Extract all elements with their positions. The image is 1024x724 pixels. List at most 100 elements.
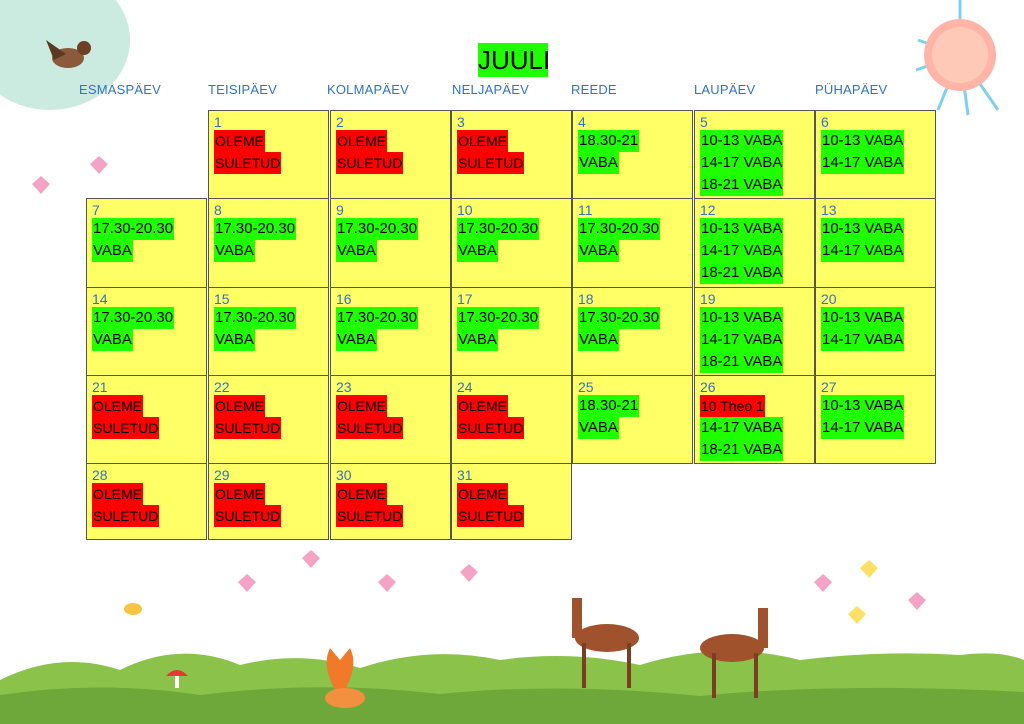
calendar-day-cell: 8 17.30-20.30 VABA xyxy=(208,198,329,288)
calendar-day-cell: 28 OLEME SULETUD xyxy=(86,463,207,540)
butterfly-icon xyxy=(908,592,926,610)
butterfly-icon xyxy=(460,564,478,582)
day-number: 29 xyxy=(214,467,230,483)
availability-label: VABA xyxy=(92,329,133,351)
closed-label: OLEME xyxy=(92,395,144,417)
calendar-day-cell: 17 17.30-20.30 VABA xyxy=(451,287,572,376)
day-number: 13 xyxy=(821,202,837,218)
calendar-day-cell: 20 10-13 VABA 14-17 VABA xyxy=(815,287,936,376)
day-number: 12 xyxy=(700,202,716,218)
butterfly-icon xyxy=(860,560,878,578)
availability-label: 18-21 VABA xyxy=(700,174,784,196)
butterfly-icon xyxy=(302,550,320,568)
day-number: 16 xyxy=(336,291,352,307)
availability-label: 14-17 VABA xyxy=(821,329,905,351)
availability-label: VABA xyxy=(578,417,619,439)
calendar-day-cell: 10 17.30-20.30 VABA xyxy=(451,198,572,288)
sun-icon xyxy=(915,0,1000,116)
availability-label: 14-17 VABA xyxy=(700,329,784,351)
butterfly-icon xyxy=(814,574,832,592)
availability-label: 18.30-21 xyxy=(578,130,640,152)
availability-label: 10-13 VABA xyxy=(821,218,905,240)
calendar-day-cell: 30 OLEME SULETUD xyxy=(330,463,451,540)
weekday-header: TEISIPÄEV xyxy=(208,82,277,97)
calendar-day-cell: 13 10-13 VABA 14-17 VABA xyxy=(815,198,936,288)
calendar-day-cell: 19 10-13 VABA 14-17 VABA 18-21 VABA xyxy=(694,287,815,376)
availability-label: 10-13 VABA xyxy=(821,395,905,417)
availability-label: 17.30-20.30 xyxy=(214,218,297,240)
availability-label: 14-17 VABA xyxy=(821,240,905,262)
availability-label: VABA xyxy=(214,329,255,351)
closed-label: SULETUD xyxy=(336,505,404,527)
calendar-day-cell: 22 OLEME SULETUD xyxy=(208,375,329,464)
sparrow-icon xyxy=(46,40,91,68)
bee-icon xyxy=(124,603,142,615)
availability-label: 17.30-20.30 xyxy=(457,218,540,240)
day-number: 10 xyxy=(457,202,473,218)
calendar-day-cell: 31 OLEME SULETUD xyxy=(451,463,572,540)
day-number: 1 xyxy=(214,114,222,130)
day-number: 9 xyxy=(336,202,344,218)
closed-label: SULETUD xyxy=(336,417,404,439)
availability-label: 14-17 VABA xyxy=(700,152,784,174)
day-number: 17 xyxy=(457,291,473,307)
availability-label: VABA xyxy=(578,240,619,262)
closed-label: SULETUD xyxy=(92,417,160,439)
day-number: 18 xyxy=(578,291,594,307)
calendar-day-cell: 29 OLEME SULETUD xyxy=(208,463,329,540)
availability-label: 17.30-20.30 xyxy=(457,307,540,329)
availability-label: 14-17 VABA xyxy=(821,152,905,174)
day-number: 15 xyxy=(214,291,230,307)
calendar-day-cell: 3 OLEME SULETUD xyxy=(451,110,572,199)
closed-label: OLEME xyxy=(336,395,388,417)
availability-label: 18.30-21 xyxy=(578,395,640,417)
calendar-day-cell: 14 17.30-20.30 VABA xyxy=(86,287,207,376)
closed-label: 10 Theo 1 xyxy=(700,395,765,417)
day-number: 8 xyxy=(214,202,222,218)
day-number: 27 xyxy=(821,379,837,395)
closed-label: OLEME xyxy=(336,130,388,152)
butterfly-icon xyxy=(238,574,256,592)
calendar-day-cell: 7 17.30-20.30 VABA xyxy=(86,198,207,288)
calendar-day-cell: 9 17.30-20.30 VABA xyxy=(330,198,451,288)
butterfly-icon xyxy=(90,156,108,174)
closed-label: OLEME xyxy=(457,483,509,505)
calendar-day-cell: 23 OLEME SULETUD xyxy=(330,375,451,464)
availability-label: 18-21 VABA xyxy=(700,439,784,461)
closed-label: SULETUD xyxy=(214,417,282,439)
weekday-header: ESMASPÄEV xyxy=(79,82,161,97)
day-number: 14 xyxy=(92,291,108,307)
day-number: 4 xyxy=(578,114,586,130)
weekday-header: REEDE xyxy=(571,82,617,97)
availability-label: 14-17 VABA xyxy=(700,417,784,439)
day-number: 24 xyxy=(457,379,473,395)
butterfly-icon xyxy=(32,176,50,194)
calendar-day-cell: 25 18.30-21 VABA xyxy=(572,375,693,464)
availability-label: 10-13 VABA xyxy=(700,307,784,329)
weekday-header: PÜHAPÄEV xyxy=(815,82,888,97)
closed-label: SULETUD xyxy=(457,417,525,439)
availability-label: VABA xyxy=(578,329,619,351)
availability-label: 10-13 VABA xyxy=(700,130,784,152)
closed-label: OLEME xyxy=(92,483,144,505)
calendar-day-cell: 12 10-13 VABA 14-17 VABA 18-21 VABA xyxy=(694,198,815,288)
closed-label: OLEME xyxy=(214,395,266,417)
availability-label: VABA xyxy=(457,240,498,262)
closed-label: OLEME xyxy=(336,483,388,505)
availability-label: VABA xyxy=(214,240,255,262)
availability-label: 17.30-20.30 xyxy=(214,307,297,329)
calendar-day-cell: 1 OLEME SULETUD xyxy=(208,110,329,199)
day-number: 11 xyxy=(578,202,593,218)
day-number: 28 xyxy=(92,467,108,483)
closed-label: OLEME xyxy=(214,483,266,505)
deer-icon xyxy=(572,598,639,688)
day-number: 7 xyxy=(92,202,100,218)
day-number: 31 xyxy=(457,467,473,483)
availability-label: 18-21 VABA xyxy=(700,351,784,373)
calendar-day-cell: 18 17.30-20.30 VABA xyxy=(572,287,693,376)
closed-label: SULETUD xyxy=(336,152,404,174)
availability-label: 18-21 VABA xyxy=(700,262,784,284)
calendar-day-cell: 2 OLEME SULETUD xyxy=(330,110,451,199)
day-number: 19 xyxy=(700,291,716,307)
closed-label: SULETUD xyxy=(214,152,282,174)
